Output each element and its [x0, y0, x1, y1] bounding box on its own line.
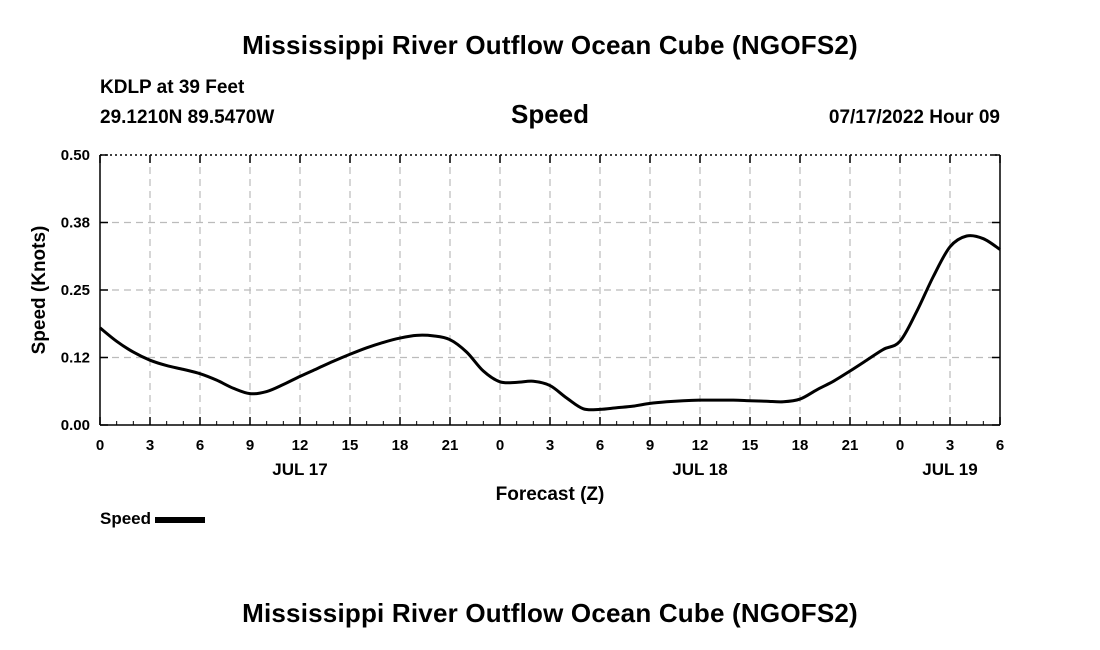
x-tick-label: 9 — [246, 437, 254, 454]
x-tick-label: 12 — [692, 437, 709, 454]
y-tick-label: 0.12 — [61, 350, 90, 367]
x-tick-label: 15 — [742, 437, 759, 454]
speed-chart: 0 3 6 9 12 15 18 21 0 3 6 9 12 15 18 21 0 3 6 JUL 17 JUL 18 J… — [29, 147, 1004, 505]
x-tick-label: 6 — [596, 437, 604, 454]
footer-title: Mississippi River Outflow Ocean Cube (NG… — [242, 598, 858, 628]
x-tick-label: 0 — [496, 437, 504, 454]
x-tick-label: 15 — [342, 437, 359, 454]
legend: Speed — [100, 509, 206, 529]
legend-line-swatch — [155, 517, 206, 523]
y-tick-label: 0.25 — [61, 282, 90, 299]
x-tick-label: 0 — [96, 437, 104, 454]
x-tick-label: 18 — [392, 437, 409, 454]
datetime-label: 07/17/2022 Hour 09 — [828, 107, 1000, 128]
x-axis-label: Forecast (Z) — [496, 484, 605, 505]
y-tick-label: 0.38 — [61, 215, 90, 232]
y-axis-label: Speed (Knots) — [29, 226, 50, 355]
y-tick-label: 0.50 — [61, 147, 90, 164]
date-label: JUL 19 — [922, 460, 977, 479]
variable-title: Speed — [510, 99, 590, 129]
x-tick-label: 9 — [646, 437, 654, 454]
x-tick-label: 0 — [896, 437, 904, 454]
x-tick-label: 18 — [792, 437, 809, 454]
station-label: KDLP at 39 Feet — [100, 77, 245, 98]
x-tick-label: 3 — [146, 437, 154, 454]
x-tick-label: 21 — [842, 437, 859, 454]
x-tick-label: 6 — [996, 437, 1004, 454]
x-tick-label: 3 — [546, 437, 554, 454]
y-tick-label: 0.00 — [61, 417, 90, 434]
legend-label: Speed — [100, 509, 152, 528]
series-line-speed — [99, 234, 1001, 412]
date-label: JUL 18 — [672, 460, 727, 479]
x-tick-label: 12 — [292, 437, 309, 454]
x-tick-label: 21 — [442, 437, 459, 454]
coordinates-label: 29.1210N 89.5470W — [100, 107, 275, 128]
chart-title: Mississippi River Outflow Ocean Cube (NG… — [242, 30, 858, 60]
date-label: JUL 17 — [272, 460, 327, 479]
x-tick-label: 6 — [196, 437, 204, 454]
x-tick-label: 3 — [946, 437, 954, 454]
